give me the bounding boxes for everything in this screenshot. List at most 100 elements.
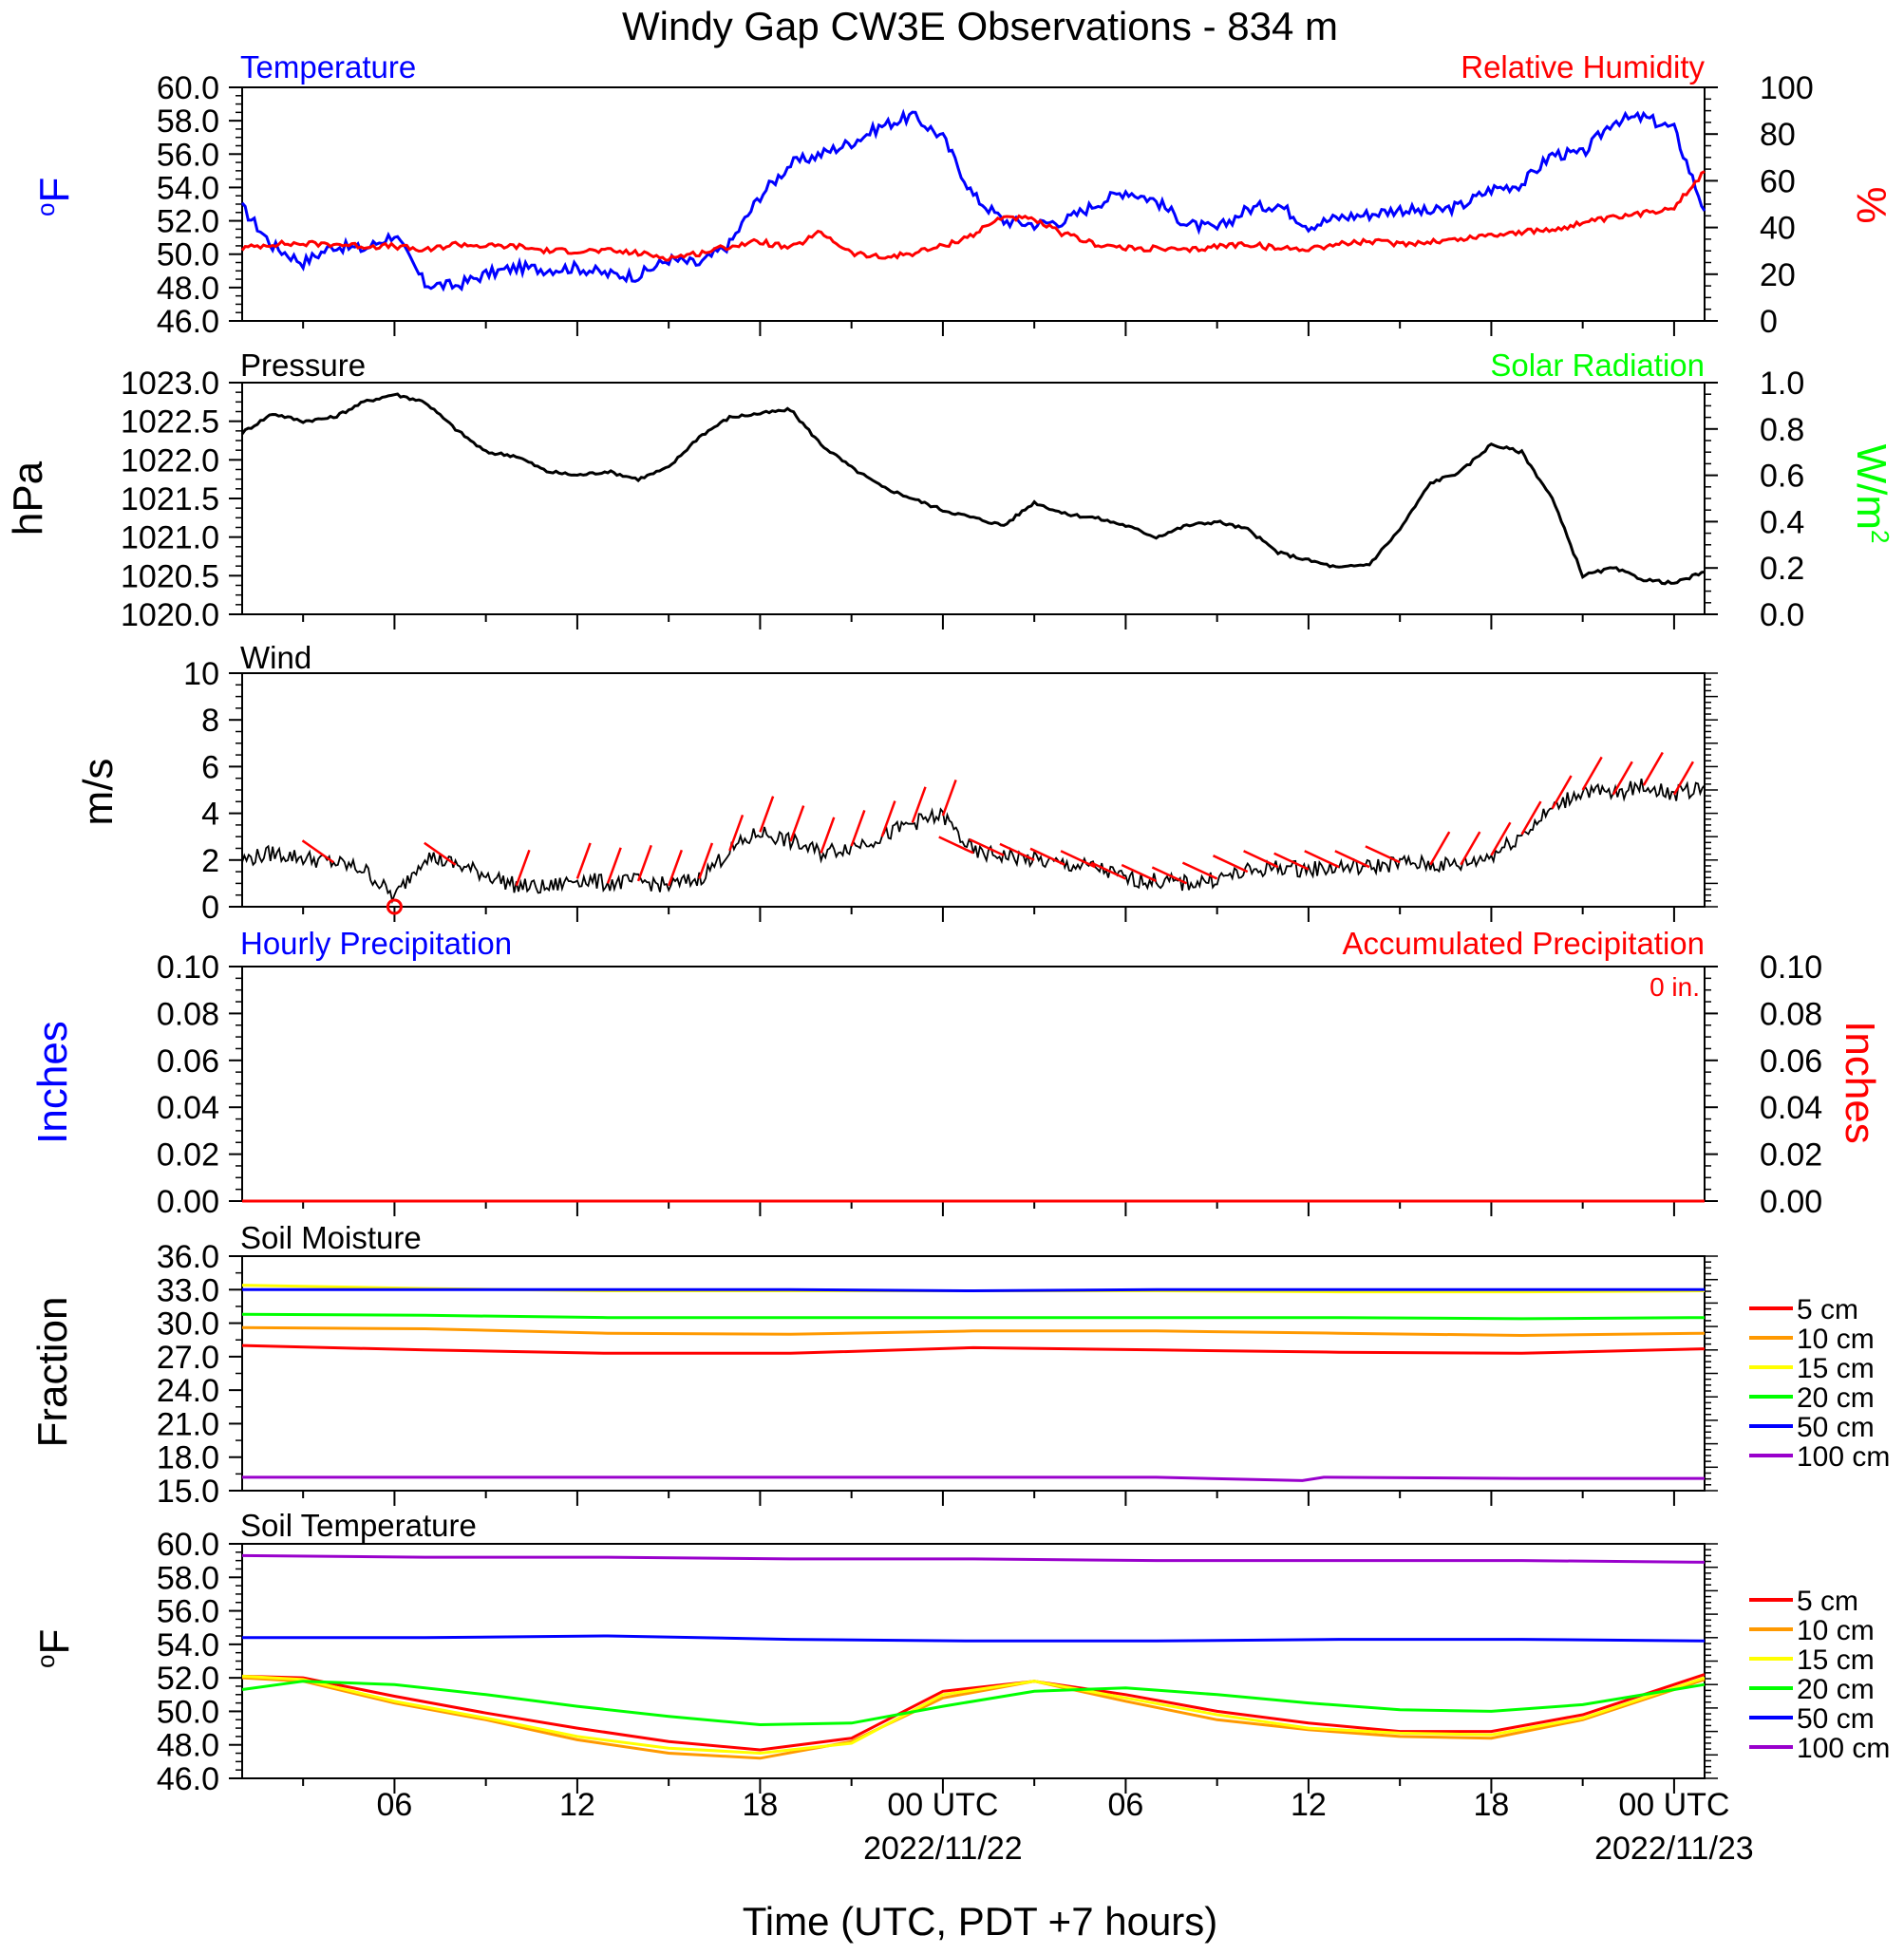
pressure-left-tick-label: 1023.0	[121, 366, 219, 402]
soil-moisture-left-tick-label: 21.0	[157, 1406, 219, 1442]
soil-temperature-left-tick-label: 54.0	[157, 1627, 219, 1663]
soil-temperature-legend-label: 50 cm	[1797, 1703, 1875, 1735]
soil-moisture-series-5-cm	[241, 1343, 1706, 1355]
wind-unit: m/s	[75, 759, 122, 826]
soil-moisture-panel: Soil Moisture Fraction	[29, 1220, 422, 1447]
precip-frame	[241, 966, 1706, 1202]
wind-barb	[1090, 861, 1126, 880]
solar-radiation-unit: W/m2	[1848, 444, 1895, 544]
wind-barb	[820, 817, 836, 854]
temperature-panel: Temperature Relative Humidity oF %	[31, 49, 1895, 224]
wind-barb	[728, 814, 745, 852]
soil-temperature-left-tick-label: 58.0	[157, 1560, 219, 1596]
precip-right-tick-label: 0.02	[1760, 1137, 1822, 1174]
wind-barb	[1029, 847, 1065, 866]
pressure-unit: hPa	[5, 460, 51, 535]
precip-right-tick-label: 0.10	[1760, 949, 1822, 986]
x-tick-label: 06	[377, 1787, 413, 1823]
temperature-left-tick-label: 54.0	[157, 170, 219, 206]
wind-panel: Wind m/s	[75, 640, 311, 825]
wind-barb	[1642, 751, 1664, 786]
pressure-left-tick-label: 1020.0	[121, 597, 219, 633]
soil-moisture-legend-label: 50 cm	[1797, 1412, 1875, 1443]
wind-barb	[969, 837, 1005, 857]
soil-moisture-left-tick-label: 18.0	[157, 1440, 219, 1476]
pressure-right-tick-label: 0.4	[1760, 504, 1804, 540]
temperature-left-tick-label: 52.0	[157, 204, 219, 240]
x-tick-label: 18	[743, 1787, 779, 1823]
x-tick-label: 00 UTC	[1618, 1787, 1729, 1823]
wind-barb	[759, 796, 775, 833]
wind-barb	[1365, 845, 1401, 864]
wind-barb	[880, 800, 896, 837]
pressure-left-tick-label: 1021.0	[121, 520, 219, 556]
relative-humidity-title: Relative Humidity	[1461, 49, 1705, 85]
wind-barb	[424, 841, 457, 866]
wind-barb	[301, 839, 334, 864]
soil-temperature-series-5-cm	[241, 1673, 1706, 1752]
temperature-right-tick-label: 40	[1760, 211, 1796, 247]
temperature-right-tick-label: 60	[1760, 163, 1796, 199]
wind-barb	[850, 810, 866, 847]
wind-left-tick-label: 10	[183, 656, 219, 692]
soil-moisture-legend-label: 10 cm	[1797, 1324, 1875, 1355]
x-tick-date: 2022/11/23	[1594, 1831, 1754, 1867]
precip-left-tick-label: 0.00	[157, 1184, 219, 1220]
wind-barb	[999, 842, 1035, 861]
wind-barb	[941, 780, 957, 817]
temperature-right-tick-label: 80	[1760, 117, 1796, 153]
soil-moisture-left-tick-label: 33.0	[157, 1272, 219, 1308]
wind-left-tick-label: 2	[201, 843, 219, 879]
wind-barb	[1212, 855, 1249, 874]
temperature-unit: oF	[31, 178, 78, 216]
hourly-precip-title: Hourly Precipitation	[240, 926, 512, 961]
precip-left-tick-label: 0.10	[157, 949, 219, 986]
wind-barb	[911, 786, 927, 823]
temperature-left-tick-label: 48.0	[157, 271, 219, 307]
wind-barb	[789, 805, 805, 842]
precip-left-tick-label: 0.04	[157, 1090, 219, 1126]
soil-moisture-left-tick-label: 24.0	[157, 1373, 219, 1409]
soil-temperature-left-tick-label: 56.0	[157, 1594, 219, 1630]
soil-moisture-left-tick-label: 15.0	[157, 1474, 219, 1510]
soil-temperature-left-tick-label: 46.0	[157, 1761, 219, 1797]
pressure-right-tick-label: 1.0	[1760, 366, 1804, 402]
soil-temperature-left-tick-label: 52.0	[157, 1661, 219, 1697]
pressure-frame	[241, 382, 1706, 615]
temperature-left-tick-label: 56.0	[157, 137, 219, 173]
soil-temperature-title: Soil Temperature	[240, 1508, 477, 1543]
wind-barb	[1181, 861, 1218, 880]
wind-calm-marker	[386, 898, 403, 915]
temperature-left-tick-label: 60.0	[157, 70, 219, 106]
soil-moisture-series-50-cm	[242, 1287, 1705, 1293]
x-tick-label: 12	[559, 1787, 595, 1823]
soil-temperature-legend-label: 20 cm	[1797, 1674, 1875, 1705]
wind-barb	[1429, 831, 1451, 866]
wind-left-tick-label: 4	[201, 797, 219, 833]
wind-plot: 0 2 4 6 8 10	[183, 656, 1718, 926]
wind-barb	[667, 849, 684, 887]
x-tick-date: 2022/11/22	[863, 1831, 1023, 1867]
soil-moisture-left-tick-label: 30.0	[157, 1306, 219, 1343]
x-tick-label: 06	[1108, 1787, 1144, 1823]
soil-temperature-series-50-cm	[242, 1634, 1706, 1643]
soil-moisture-title: Soil Moisture	[240, 1220, 422, 1255]
soil-moisture-unit: Fraction	[29, 1297, 76, 1448]
soil-temperature-left-tick-label: 50.0	[157, 1694, 219, 1730]
soil-moisture-left-tick-label: 36.0	[157, 1239, 219, 1275]
precip-right-tick-label: 0.06	[1760, 1043, 1822, 1080]
wind-barb	[698, 842, 714, 879]
wind-barb	[1121, 863, 1158, 883]
x-tick-label: 18	[1474, 1787, 1510, 1823]
precip-plot: 0.00 0.02 0.04 0.06 0.08 0.10 0.00 0.02 0.04 0.06…	[157, 949, 1822, 1220]
wind-barb	[1581, 756, 1603, 791]
soil-temperature-series-20-cm	[241, 1680, 1706, 1727]
soil-temperature-left-tick-label: 60.0	[157, 1527, 219, 1563]
soil-temperature-left-tick-label: 48.0	[157, 1728, 219, 1764]
soil-temperature-unit: oF	[31, 1629, 78, 1668]
soil-temperature-legend-label: 10 cm	[1797, 1615, 1875, 1646]
wind-barb	[1273, 852, 1310, 871]
wind-barb	[1672, 761, 1694, 796]
precip-right-tick-label: 0.08	[1760, 996, 1822, 1032]
